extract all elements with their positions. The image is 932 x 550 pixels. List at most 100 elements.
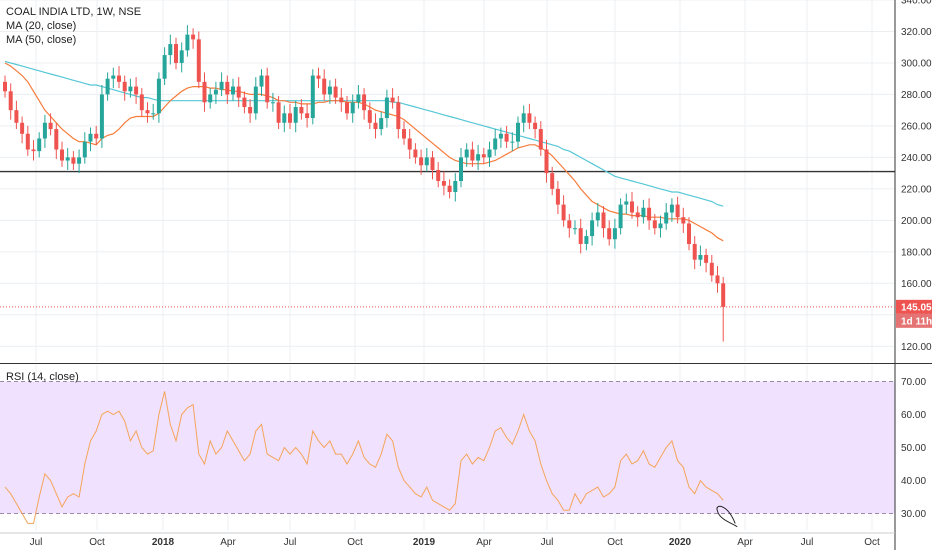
candle [578, 218, 583, 254]
candle-body [709, 262, 714, 276]
candle-body [231, 86, 235, 95]
time-tick-label: Oct [864, 537, 880, 548]
candle [174, 37, 178, 70]
candle [436, 162, 441, 188]
candle [647, 198, 652, 230]
candle-body [521, 113, 526, 123]
candle-body [219, 81, 224, 90]
time-tick-label: 2020 [669, 537, 692, 548]
candle [82, 132, 87, 164]
candle [94, 125, 99, 145]
candle [658, 215, 663, 238]
price-tick-label: 260.00 [901, 121, 932, 132]
candle-body [652, 220, 657, 229]
price-tick-label: 340.00 [901, 0, 932, 7]
candle-body [156, 78, 161, 114]
candle [20, 116, 25, 144]
candle [624, 193, 629, 215]
time-tick-label: Jul [541, 537, 554, 548]
time-tick-label: Apr [220, 537, 236, 548]
time-tick-label: 2018 [152, 537, 175, 548]
candle-body [276, 102, 281, 123]
candle-body [54, 129, 59, 150]
candle [242, 91, 247, 114]
candle-body [14, 110, 19, 123]
candle [687, 217, 691, 251]
candle [99, 84, 104, 148]
rsi-legend[interactable]: RSI (14, close) [6, 371, 79, 383]
candle [310, 69, 315, 125]
candle-body [122, 81, 127, 92]
candle-body [20, 122, 25, 134]
price-tick-label: 160.00 [901, 279, 932, 290]
candle-body [516, 122, 520, 142]
candle [561, 195, 566, 227]
ma20-legend[interactable]: MA (20, close) [6, 20, 77, 32]
candle [77, 149, 82, 174]
candle-body [77, 157, 82, 164]
candle-body [681, 217, 686, 224]
candle-body [561, 204, 566, 221]
candle-body [322, 78, 327, 95]
candle [384, 89, 389, 128]
candle-body [310, 75, 315, 119]
candle [573, 220, 577, 235]
candle [145, 102, 150, 123]
candle-body [396, 102, 401, 130]
candle [265, 67, 270, 109]
rsi-band [0, 381, 895, 514]
candle [715, 265, 720, 293]
candle [681, 207, 686, 233]
candle [117, 66, 121, 89]
candle-body [42, 122, 47, 139]
candle [419, 149, 424, 175]
candle [396, 96, 401, 139]
candle [185, 25, 190, 57]
symbol-legend[interactable]: COAL INDIA LTD, 1W, NSE [6, 6, 142, 18]
time-tick-label: 2019 [413, 537, 436, 548]
candle [37, 132, 42, 158]
candle-body [476, 154, 481, 161]
price-tick-label: 280.00 [901, 90, 932, 101]
candle-body [259, 75, 264, 87]
candle [202, 72, 207, 112]
candle-body [191, 34, 196, 40]
candle [424, 147, 429, 172]
candle-body [687, 223, 691, 244]
rsi-tick-label: 30.00 [901, 509, 926, 520]
candle-body [202, 81, 207, 103]
candle [476, 144, 481, 170]
candle [430, 151, 435, 180]
candle-body [419, 157, 424, 166]
candle [630, 192, 634, 219]
candle [618, 198, 623, 235]
candle [8, 83, 13, 120]
time-tick-label: Oct [89, 537, 105, 548]
candle [601, 206, 606, 238]
candle-body [424, 157, 429, 166]
candle [322, 69, 327, 101]
candle-body [510, 141, 515, 143]
candle-body [498, 133, 503, 139]
candle-body [612, 228, 617, 240]
ma50-legend[interactable]: MA (50, close) [6, 34, 77, 46]
candle-body [373, 122, 378, 130]
candle [555, 181, 560, 215]
price-tick-label: 220.00 [901, 184, 932, 195]
candle [544, 140, 549, 183]
time-tick-label: Oct [347, 537, 363, 548]
candle-body [168, 44, 173, 56]
price-tick-label: 300.00 [901, 58, 932, 69]
candle [350, 94, 355, 123]
candle-body [185, 34, 190, 51]
candle-body [658, 223, 663, 229]
price-tick-label: 120.00 [901, 342, 932, 353]
candle [698, 245, 703, 266]
candle [248, 99, 253, 123]
candle-body [253, 86, 258, 114]
candle [453, 173, 458, 202]
candle [498, 127, 503, 148]
candle [367, 102, 372, 130]
candle-body [162, 55, 167, 79]
